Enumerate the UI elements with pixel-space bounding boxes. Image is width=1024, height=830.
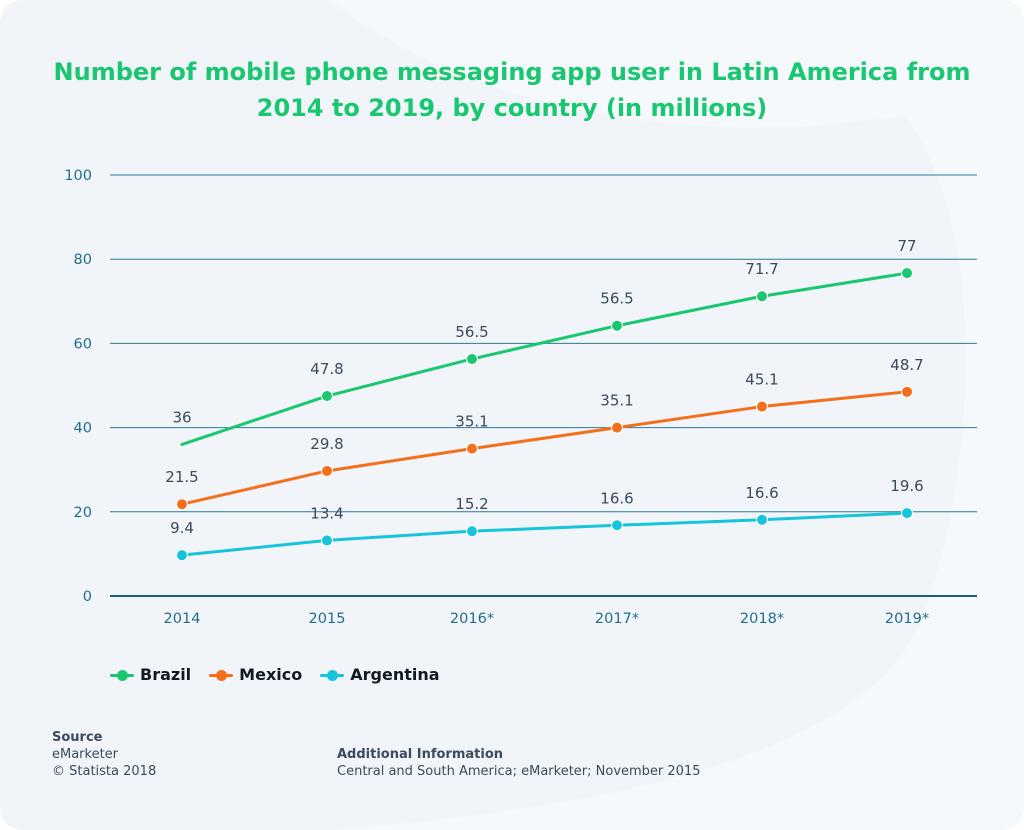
data-label-argentina-2: 15.2 (455, 495, 488, 513)
data-point-mexico-4[interactable] (756, 400, 768, 413)
x-tick-label-4: 2018* (740, 611, 784, 627)
legend-label-mexico: Mexico (239, 665, 303, 684)
legend: Brazil Mexico Argentina (110, 665, 440, 684)
data-point-mexico-2[interactable] (466, 442, 478, 455)
data-point-brazil-5[interactable] (901, 267, 913, 280)
data-point-argentina-1[interactable] (321, 534, 333, 547)
source-block: Source eMarketer © Statista 2018 (52, 729, 156, 780)
y-tick-label-0: 0 (83, 589, 92, 605)
data-point-mexico-0[interactable] (176, 498, 188, 511)
data-label-brazil-2: 56.5 (455, 323, 488, 341)
series-line-brazil (180, 271, 909, 446)
x-tick-label-1: 2015 (309, 611, 346, 627)
x-tick-label-0: 2014 (164, 611, 201, 627)
y-tick-label-100: 100 (64, 168, 92, 184)
data-point-mexico-5[interactable] (901, 385, 913, 398)
data-label-brazil-3: 56.5 (600, 290, 633, 308)
chart-title: Number of mobile phone messaging app use… (53, 58, 971, 122)
data-point-brazil-2[interactable] (466, 352, 478, 365)
data-label-argentina-0: 9.4 (170, 519, 194, 537)
data-point-argentina-0[interactable] (176, 549, 188, 562)
data-point-argentina-2[interactable] (466, 525, 478, 538)
legend-item-brazil[interactable]: Brazil (110, 665, 191, 684)
data-point-argentina-3[interactable] (611, 519, 623, 532)
data-label-mexico-0: 21.5 (165, 468, 198, 486)
data-point-brazil-1[interactable] (321, 390, 333, 403)
x-tick-label-5: 2019* (885, 611, 929, 627)
data-label-brazil-0: 36 (172, 408, 191, 426)
source-heading: Source (52, 730, 103, 745)
data-labels: 36 47.8 56.5 56.5 71.7 77 21.5 29.8 35.1 35.1 45.1… (165, 237, 923, 537)
legend-label-argentina: Argentina (350, 665, 440, 684)
data-point-argentina-5[interactable] (901, 507, 913, 520)
source-line: eMarketer (52, 747, 119, 762)
legend-swatch-mexico (209, 669, 234, 681)
additional-info-block: Additional Information Central and South… (337, 746, 701, 780)
data-label-brazil-4: 71.7 (745, 260, 778, 278)
y-tick-label-80: 80 (74, 252, 92, 268)
data-label-mexico-1: 29.8 (310, 435, 343, 453)
additional-info-heading: Additional Information (337, 747, 504, 762)
data-point-brazil-3[interactable] (611, 319, 623, 332)
additional-info-text: Central and South America; eMarketer; No… (337, 764, 701, 779)
data-point-argentina-4[interactable] (756, 513, 768, 526)
data-label-mexico-2: 35.1 (455, 413, 488, 431)
x-tick-label-2: 2016* (450, 611, 494, 627)
data-point-mexico-3[interactable] (611, 421, 623, 434)
data-label-brazil-1: 47.8 (310, 360, 343, 378)
series-line-argentina (180, 511, 909, 557)
data-point-brazil-4[interactable] (756, 290, 768, 303)
data-label-mexico-4: 45.1 (745, 371, 778, 389)
y-tick-label-40: 40 (74, 421, 92, 437)
y-tick-label-60: 60 (74, 336, 92, 352)
y-tick-label-20: 20 (74, 505, 92, 521)
series-lines (180, 271, 909, 557)
data-label-mexico-3: 35.1 (600, 392, 633, 410)
legend-item-mexico[interactable]: Mexico (209, 665, 302, 684)
data-label-argentina-5: 19.6 (890, 477, 923, 495)
legend-swatch-brazil (110, 669, 134, 681)
copyright-line: © Statista 2018 (52, 764, 157, 779)
series-line-mexico (180, 390, 909, 506)
legend-swatch-argentina (320, 669, 345, 681)
legend-label-brazil: Brazil (140, 665, 192, 684)
series-markers (176, 267, 913, 562)
legend-item-argentina[interactable]: Argentina (320, 665, 440, 684)
data-label-mexico-5: 48.7 (890, 356, 923, 374)
data-label-argentina-3: 16.6 (600, 489, 633, 507)
data-label-argentina-4: 16.6 (745, 484, 778, 502)
data-point-mexico-1[interactable] (321, 464, 333, 477)
data-label-argentina-1: 13.4 (310, 504, 343, 522)
data-label-brazil-5: 77 (897, 237, 916, 255)
x-tick-label-3: 2017* (595, 611, 639, 627)
